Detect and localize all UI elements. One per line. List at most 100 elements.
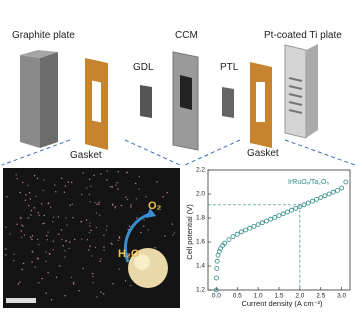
speck xyxy=(72,217,73,218)
speck xyxy=(135,183,136,184)
speck xyxy=(6,196,7,197)
data-point xyxy=(227,238,231,242)
data-point xyxy=(323,194,327,198)
x-tick-label: 1.5 xyxy=(274,293,283,300)
speck xyxy=(61,178,62,179)
micrograph: H₂O O₂ xyxy=(3,168,180,308)
data-point xyxy=(256,223,260,227)
data-point xyxy=(340,186,344,190)
speck xyxy=(119,236,120,237)
speck xyxy=(112,283,113,284)
speck xyxy=(127,199,128,200)
cell-diagram: Graphite plate GDL CCM PTL Pt-coated Ti … xyxy=(2,30,355,165)
data-point xyxy=(248,226,252,230)
speck xyxy=(139,188,140,189)
speck xyxy=(103,247,104,248)
data-point xyxy=(335,188,339,192)
gasket-window xyxy=(256,82,265,122)
speck xyxy=(117,188,118,189)
label: O₂ xyxy=(148,200,162,212)
x-tick-label: 0.5 xyxy=(233,293,242,300)
speck xyxy=(73,282,74,283)
speck xyxy=(144,219,145,220)
speck xyxy=(94,202,95,203)
y-tick-label: 1.6 xyxy=(196,239,205,246)
speck xyxy=(23,226,24,227)
x-axis-label: Current density (A cm⁻²) xyxy=(241,299,323,308)
speck xyxy=(172,235,173,236)
speck xyxy=(56,277,57,278)
y-axis-label: Cell potential (V) xyxy=(185,204,194,260)
speck xyxy=(30,214,31,215)
scale-bar xyxy=(6,298,36,303)
speck xyxy=(55,191,56,192)
speck xyxy=(53,217,54,218)
speck xyxy=(100,173,101,174)
speck xyxy=(103,293,104,294)
speck xyxy=(74,239,75,240)
speck xyxy=(163,196,164,197)
speck xyxy=(47,239,48,240)
speck xyxy=(96,204,97,205)
data-point xyxy=(231,235,235,239)
speck xyxy=(131,204,132,205)
label: GDL xyxy=(133,62,154,73)
speck xyxy=(45,261,46,262)
speck xyxy=(28,205,29,206)
speck xyxy=(130,285,131,286)
speck xyxy=(24,235,25,236)
speck xyxy=(130,206,131,207)
speck xyxy=(140,232,141,233)
speck xyxy=(16,178,17,179)
speck xyxy=(36,196,37,197)
speck xyxy=(174,232,175,233)
ccm-active xyxy=(180,75,192,110)
speck xyxy=(65,185,66,186)
speck xyxy=(90,201,91,202)
speck xyxy=(32,261,33,262)
speck xyxy=(91,230,92,231)
speck xyxy=(20,217,21,218)
speck xyxy=(103,235,104,236)
y-tick-label: 2.0 xyxy=(196,191,205,198)
speck xyxy=(50,207,51,208)
speck xyxy=(42,223,43,224)
speck xyxy=(96,296,97,297)
speck xyxy=(41,203,42,204)
label: Graphite plate xyxy=(12,30,75,41)
graphite-plate-face xyxy=(20,55,40,148)
speck xyxy=(44,215,45,216)
speck xyxy=(92,273,93,274)
data-point xyxy=(290,208,294,212)
speck xyxy=(118,240,119,241)
speck xyxy=(59,265,60,266)
speck xyxy=(92,276,93,277)
data-point xyxy=(239,230,243,234)
figure: Graphite plate GDL CCM PTL Pt-coated Ti … xyxy=(0,0,361,308)
speck xyxy=(21,225,22,226)
data-point xyxy=(269,217,273,221)
series-label: IrRuOₓ/Ta₂O₅ xyxy=(288,179,329,186)
speck xyxy=(48,203,49,204)
speck xyxy=(89,232,90,233)
speck xyxy=(91,255,92,256)
speck xyxy=(64,192,65,193)
ti-plate-face xyxy=(285,45,306,138)
speck xyxy=(46,235,47,236)
speck xyxy=(27,185,28,186)
data-point xyxy=(331,190,335,194)
speck xyxy=(63,245,64,246)
data-point xyxy=(302,203,306,207)
speck xyxy=(125,197,126,198)
speck xyxy=(129,226,130,227)
data-point xyxy=(215,276,219,280)
speck xyxy=(172,224,173,225)
speck xyxy=(23,263,24,264)
speck xyxy=(65,295,66,296)
data-point xyxy=(310,199,314,203)
speck xyxy=(37,258,38,259)
data-point xyxy=(252,224,256,228)
speck xyxy=(83,268,84,269)
speck xyxy=(39,215,40,216)
speck xyxy=(9,234,10,235)
